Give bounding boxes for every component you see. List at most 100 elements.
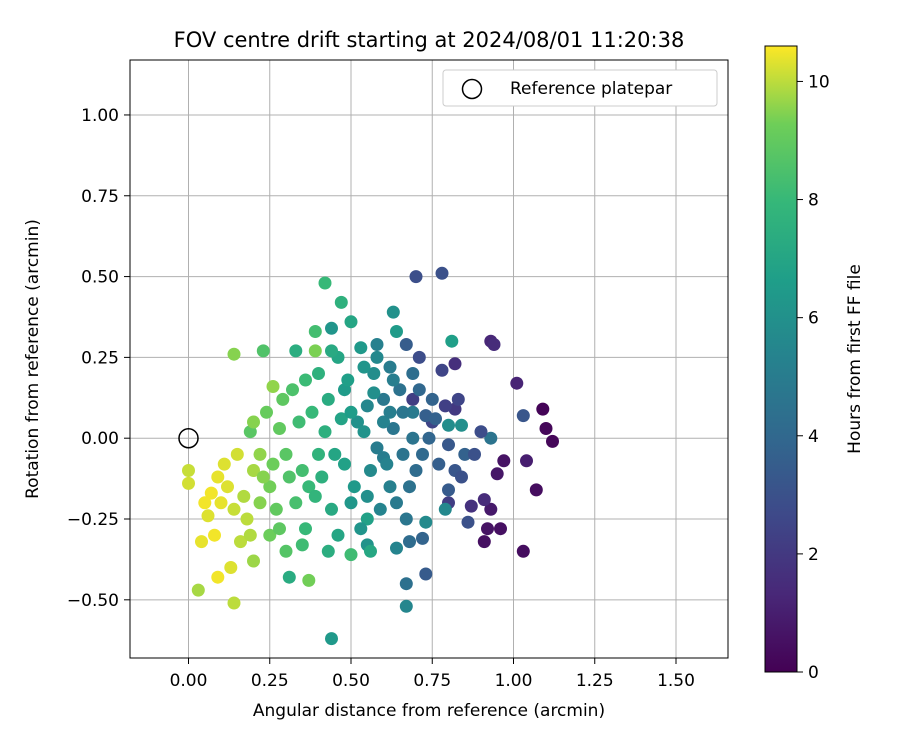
data-point [354, 341, 368, 355]
data-point [510, 376, 524, 390]
data-point [484, 431, 498, 445]
data-point [302, 480, 316, 494]
plot-frame [129, 59, 729, 659]
data-point [406, 367, 420, 380]
data-point [227, 502, 241, 516]
data-point [302, 573, 316, 587]
chart-title: FOV centre drift starting at 2024/08/01 … [174, 28, 685, 52]
data-point [399, 599, 413, 613]
data-point [383, 360, 397, 374]
data-point [455, 418, 468, 432]
data-point [364, 464, 377, 477]
data-point [217, 457, 231, 471]
data-point [383, 480, 397, 494]
data-point [438, 502, 452, 516]
data-point [386, 373, 400, 387]
data-point [230, 447, 244, 461]
data-point [412, 350, 426, 364]
data-point [295, 464, 309, 477]
data-point [325, 632, 338, 646]
x-tick-label: 0.50 [332, 671, 370, 691]
data-point [370, 441, 384, 455]
data-point [435, 363, 449, 377]
data-point [546, 434, 559, 448]
data-point [399, 338, 413, 351]
data-point [406, 431, 420, 445]
data-point [338, 457, 351, 471]
data-point [536, 402, 550, 416]
data-point [227, 347, 241, 361]
data-point [422, 431, 436, 445]
data-point [481, 522, 494, 536]
data-point [468, 447, 481, 461]
data-point [289, 496, 303, 510]
data-point [318, 276, 332, 290]
data-point [247, 554, 260, 568]
data-point [377, 392, 390, 406]
data-point [406, 392, 420, 406]
data-point [494, 522, 507, 536]
x-tick-label: 0.00 [170, 671, 208, 691]
data-point [435, 266, 449, 280]
data-point [464, 499, 478, 513]
data-point [377, 415, 390, 429]
data-point [325, 321, 338, 335]
data-point [419, 515, 433, 529]
y-tick-label: 0.25 [81, 348, 119, 368]
data-point [516, 544, 530, 558]
data-point [292, 415, 306, 429]
colorbar-label: Hours from first FF file [845, 264, 865, 454]
data-point [445, 334, 459, 348]
data-point [321, 544, 335, 558]
scatter-points [182, 266, 559, 646]
colorbar: 0 2 4 6 8 10 Hours from first FF file [764, 45, 865, 683]
data-point [409, 464, 423, 477]
data-point [429, 412, 442, 426]
data-point [299, 522, 312, 536]
data-point [399, 577, 413, 591]
x-tick-label: 1.50 [657, 671, 695, 691]
data-point [276, 392, 290, 406]
data-point [279, 544, 293, 558]
data-point [308, 325, 322, 338]
data-point [416, 531, 429, 545]
legend-reference-marker-icon [461, 78, 483, 100]
data-point [299, 373, 312, 387]
data-point [286, 383, 299, 397]
colorbar-tick-label: 4 [808, 427, 819, 447]
data-point [331, 528, 345, 542]
data-point [289, 344, 303, 358]
data-point [477, 493, 491, 507]
data-point [221, 480, 234, 494]
data-point [386, 422, 400, 435]
data-point [253, 447, 267, 461]
data-point [442, 483, 455, 497]
data-point [204, 486, 218, 500]
y-axis-ticks: −0.50 −0.25 0.00 0.25 0.50 0.75 1.00 [67, 106, 130, 611]
data-point [308, 489, 322, 503]
data-point [344, 315, 358, 329]
data-point [367, 386, 381, 400]
colorbar-tick-label: 10 [808, 72, 830, 92]
data-point [198, 496, 212, 510]
x-tick-label: 1.00 [495, 671, 533, 691]
data-point [442, 438, 455, 452]
data-point [347, 480, 361, 494]
data-point [308, 344, 322, 358]
data-point [487, 338, 501, 351]
data-point [315, 470, 329, 484]
data-point [438, 399, 452, 413]
data-point [351, 415, 364, 429]
data-point [253, 496, 267, 510]
data-point [458, 447, 472, 461]
data-point [325, 502, 338, 516]
data-point [364, 544, 377, 558]
colorbar-gradient [764, 45, 798, 673]
data-point [321, 392, 335, 406]
data-point [406, 405, 420, 419]
data-point [208, 528, 221, 542]
data-point [412, 383, 426, 397]
data-point [318, 425, 332, 439]
data-point [344, 496, 358, 510]
data-point [334, 412, 348, 426]
